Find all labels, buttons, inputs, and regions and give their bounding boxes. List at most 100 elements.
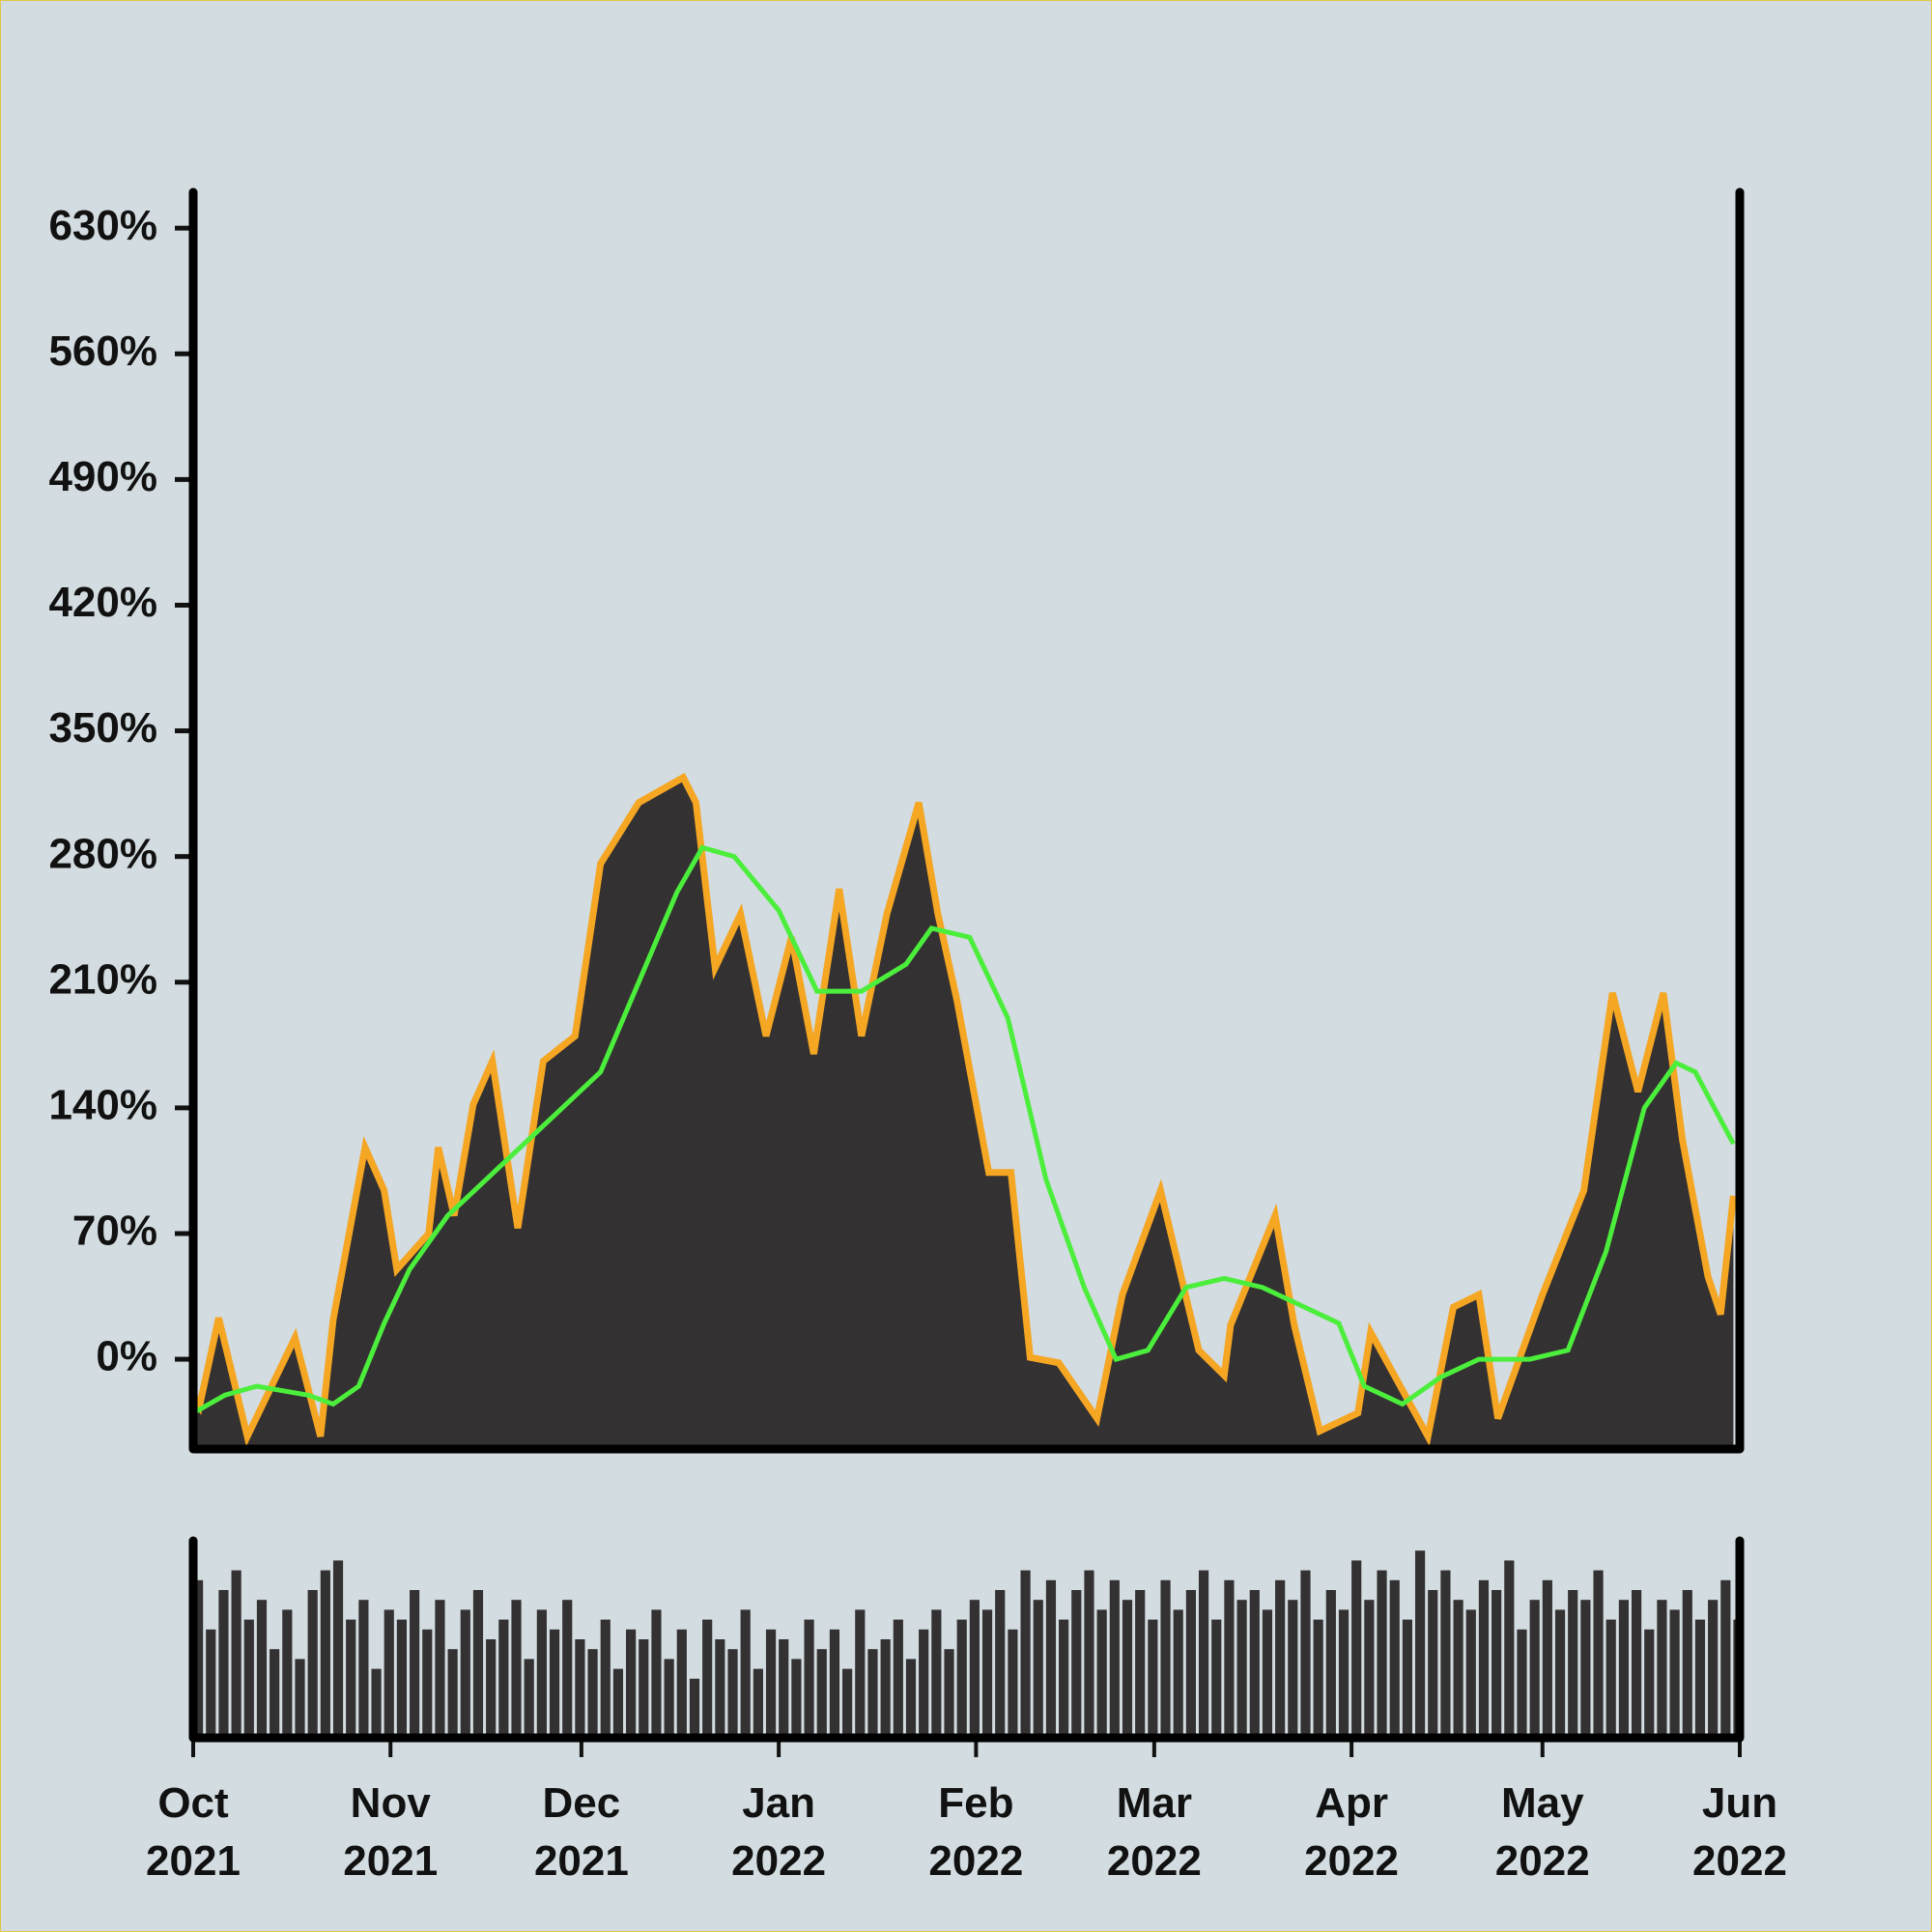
volume-bar — [816, 1649, 827, 1738]
volume-bar — [1631, 1590, 1642, 1738]
volume-bar — [460, 1609, 470, 1738]
volume-bar — [867, 1649, 878, 1738]
volume-bar — [1008, 1629, 1018, 1738]
volume-bar — [422, 1629, 433, 1738]
volume-bar — [447, 1649, 458, 1738]
volume-bar — [384, 1609, 394, 1738]
volume-bar — [1682, 1590, 1692, 1738]
volume-bar — [1185, 1590, 1196, 1738]
volume-bar — [1377, 1570, 1387, 1738]
volume-bar — [1478, 1579, 1490, 1738]
volume-bar — [218, 1590, 229, 1738]
x-tick-label: Jan 2022 — [731, 1779, 827, 1885]
y-tick-label: 210% — [48, 955, 157, 1003]
volume-bar — [1109, 1579, 1120, 1738]
volume-bar — [855, 1609, 866, 1738]
y-tick-label: 140% — [48, 1081, 157, 1128]
x-tick-label: Mar 2022 — [1106, 1779, 1202, 1885]
volume-bar — [981, 1609, 993, 1738]
volume-bar — [1364, 1600, 1375, 1738]
volume-bar — [1135, 1590, 1146, 1738]
volume-bar — [1517, 1629, 1527, 1738]
volume-bar — [1402, 1619, 1412, 1738]
volume-bar — [1440, 1570, 1451, 1738]
volume-bar — [1275, 1579, 1286, 1738]
volume-bar — [193, 1579, 204, 1738]
volume-bar — [1580, 1600, 1591, 1738]
x-tick-label: Nov 2021 — [343, 1779, 439, 1885]
volume-bar — [371, 1668, 382, 1738]
volume-bar — [549, 1629, 560, 1738]
volume-bar — [332, 1560, 344, 1738]
volume-bar — [1071, 1590, 1082, 1738]
volume-bar — [1249, 1590, 1260, 1738]
volume-bar — [689, 1678, 700, 1738]
volume-bar — [1338, 1609, 1350, 1738]
volume-bar — [472, 1590, 484, 1738]
volume-bar — [1351, 1560, 1362, 1738]
volume-bar — [1465, 1609, 1476, 1738]
volume-bar — [1045, 1579, 1057, 1738]
volume-bar — [639, 1639, 649, 1738]
moving-average-line — [191, 844, 1736, 1415]
volume-bar — [829, 1629, 840, 1738]
volume-bar — [1694, 1619, 1706, 1738]
volume-bar — [1542, 1579, 1552, 1738]
volume-bar — [524, 1659, 534, 1738]
volume-bar — [1669, 1609, 1680, 1738]
volume-bar — [435, 1600, 445, 1738]
volume-bar — [256, 1600, 268, 1738]
volume-bar — [765, 1629, 777, 1738]
x-tick-label: Jun 2022 — [1692, 1779, 1787, 1885]
x-tick-label: Oct 2021 — [146, 1779, 241, 1885]
volume-bar — [995, 1590, 1006, 1738]
volume-bar — [1428, 1590, 1438, 1738]
volume-bar — [410, 1590, 420, 1738]
volume-bar — [664, 1659, 674, 1738]
volume-bar — [1313, 1619, 1323, 1738]
volume-bar — [626, 1629, 637, 1738]
volume-bar — [791, 1659, 802, 1738]
volume-bar — [511, 1600, 522, 1738]
volume-bar — [779, 1639, 789, 1738]
volume-bar — [1554, 1609, 1566, 1738]
area-outline — [189, 773, 1737, 1447]
volume-bar — [346, 1619, 356, 1738]
volume-bar — [1453, 1600, 1463, 1738]
volume-bar — [600, 1619, 611, 1738]
volume-bar — [676, 1629, 687, 1738]
volume-bar — [1492, 1590, 1502, 1738]
volume-bar — [1605, 1619, 1616, 1738]
volume-bar — [282, 1609, 293, 1738]
volume-bar — [307, 1590, 318, 1738]
area — [193, 777, 1734, 1449]
x-tick-label: Feb 2022 — [928, 1779, 1024, 1885]
volume-bar — [1325, 1590, 1336, 1738]
volume-bar — [1644, 1629, 1655, 1738]
x-tick-label: Dec 2021 — [533, 1779, 629, 1885]
volume-bar — [804, 1619, 814, 1738]
volume-bar — [536, 1609, 547, 1738]
volume-bar — [1708, 1600, 1719, 1738]
volume-bar — [931, 1609, 942, 1738]
volume-bar — [880, 1639, 891, 1738]
volume-bar — [1389, 1579, 1400, 1738]
volume-bar — [753, 1668, 763, 1738]
volume-bar — [575, 1639, 585, 1738]
volume-bar — [969, 1600, 980, 1738]
volume-bar — [1593, 1570, 1604, 1738]
volume-bar — [206, 1629, 216, 1738]
volume-bar — [1096, 1609, 1107, 1738]
volume-bar — [740, 1609, 751, 1738]
volume-bar — [587, 1649, 598, 1738]
volume-bar — [1173, 1609, 1183, 1738]
volume-bar — [612, 1668, 624, 1738]
volume-bar — [727, 1649, 738, 1738]
volume-bar — [486, 1639, 497, 1738]
volume-bar — [396, 1619, 408, 1738]
volume-bar — [1720, 1579, 1731, 1738]
volume-bar — [358, 1600, 369, 1738]
volume-bar — [1224, 1579, 1235, 1738]
y-tick-label: 420% — [48, 579, 157, 626]
